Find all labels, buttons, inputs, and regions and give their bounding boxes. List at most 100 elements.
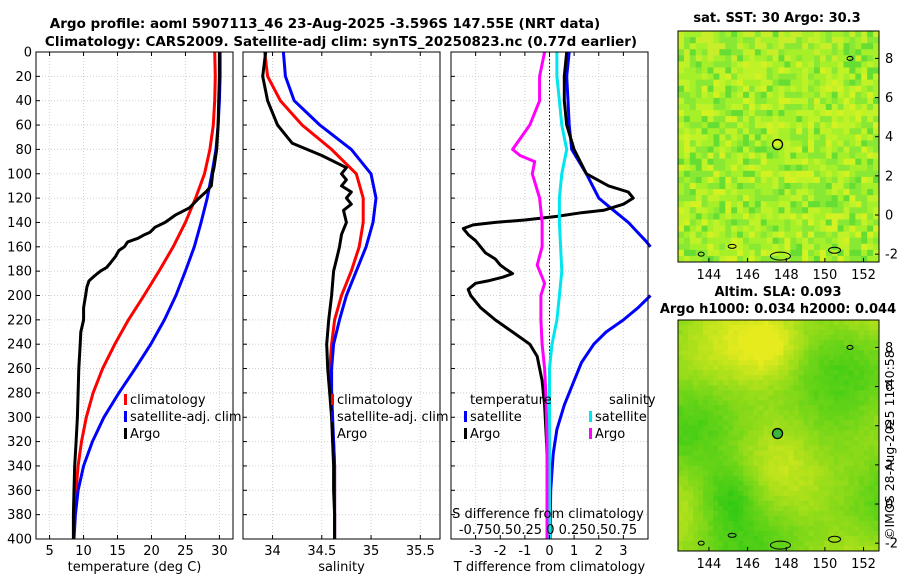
heatmap-cell <box>698 465 704 472</box>
heatmap-cell <box>863 460 870 467</box>
heatmap-cell <box>848 410 855 416</box>
heatmap-cell <box>713 320 719 326</box>
heatmap-cell <box>766 55 773 62</box>
heatmap-cell <box>867 255 874 263</box>
heatmap-cell <box>688 435 694 441</box>
heatmap-cell <box>701 243 708 251</box>
heatmap-cell <box>802 158 809 166</box>
heatmap-cell <box>813 385 820 391</box>
heatmap-cell <box>743 355 749 361</box>
heatmap-cell <box>754 128 762 135</box>
heatmap-cell <box>738 540 744 547</box>
heatmap-cell <box>760 225 768 233</box>
heatmap-cell <box>718 475 724 482</box>
heatmap-cell <box>858 345 865 351</box>
heatmap-cell <box>858 390 865 396</box>
heatmap-cell <box>848 320 855 326</box>
heatmap-cell <box>838 365 845 371</box>
heatmap-cell <box>843 520 850 527</box>
heatmap-cell <box>743 475 749 482</box>
heatmap-cell <box>708 360 714 366</box>
heatmap-cell <box>748 380 754 386</box>
heatmap-cell <box>678 146 685 153</box>
heatmap-cell <box>853 325 860 331</box>
heatmap-cell <box>803 535 810 542</box>
heatmap-cell <box>819 134 827 141</box>
heatmap-cell <box>695 170 703 178</box>
heatmap-cell <box>796 73 803 81</box>
heatmap-cell <box>683 380 689 386</box>
heatmap-cell <box>868 475 875 482</box>
heatmap-cell <box>843 213 850 220</box>
heatmap-cell <box>698 505 704 512</box>
heatmap-cell <box>693 370 699 376</box>
heatmap-cell <box>678 213 685 220</box>
heatmap-cell <box>831 189 839 196</box>
plot-area <box>36 52 233 539</box>
heatmap-cell <box>873 400 880 406</box>
heatmap-cell <box>788 380 794 386</box>
heatmap-cell <box>831 213 839 220</box>
heatmap-cell <box>833 340 840 346</box>
heatmap-cell <box>743 435 749 441</box>
heatmap-cell <box>831 97 839 105</box>
heatmap-cell <box>748 350 754 356</box>
heatmap-cell <box>763 495 769 502</box>
heatmap-cell <box>698 385 704 391</box>
heatmap-cell <box>802 249 809 257</box>
heatmap-cell <box>728 500 734 507</box>
heatmap-cell <box>718 385 724 391</box>
heatmap-cell <box>843 490 850 497</box>
heatmap-cell <box>772 103 779 111</box>
heatmap-cell <box>763 440 769 446</box>
heatmap-cell <box>813 495 820 502</box>
heatmap-cell <box>848 435 855 441</box>
heatmap-cell <box>698 480 704 487</box>
heatmap-cell <box>760 43 768 50</box>
heatmap-cell <box>788 355 794 361</box>
x-tick-label: -2 <box>494 544 507 559</box>
heatmap-cell <box>758 355 764 361</box>
heatmap-cell <box>838 545 845 552</box>
heatmap-cell <box>723 385 729 391</box>
heatmap-cell <box>778 37 785 44</box>
heatmap-cell <box>763 535 769 542</box>
heatmap-cell <box>813 490 820 497</box>
heatmap-cell <box>683 385 689 391</box>
heatmap-cell <box>754 134 762 141</box>
heatmap-cell <box>873 140 880 147</box>
heatmap-cell <box>688 425 694 431</box>
heatmap-cell <box>867 134 874 141</box>
heatmap-cell <box>743 158 750 166</box>
heatmap-cell <box>738 420 744 426</box>
heatmap-cell <box>754 31 762 38</box>
heatmap-cell <box>683 110 691 117</box>
heatmap-cell <box>768 370 774 376</box>
heatmap-cell <box>808 485 815 492</box>
heatmap-cell <box>813 49 821 56</box>
heatmap-cell <box>863 445 870 451</box>
heatmap-cell <box>707 85 714 93</box>
heatmap-cell <box>853 345 860 351</box>
heatmap-cell <box>748 435 754 441</box>
heatmap-cell <box>828 330 835 336</box>
heatmap-cell <box>760 146 768 153</box>
heatmap-cell <box>748 395 754 401</box>
heatmap-cell <box>689 31 697 38</box>
heatmap-cell <box>737 97 744 105</box>
heatmap-cell <box>802 170 809 178</box>
heatmap-cell <box>738 340 744 346</box>
heatmap-cell <box>828 520 835 527</box>
heatmap-cell <box>833 420 840 426</box>
heatmap-cell <box>693 510 699 517</box>
heatmap-cell <box>788 385 794 391</box>
heatmap-cell <box>823 505 830 512</box>
heatmap-cell <box>738 390 744 396</box>
heatmap-cell <box>758 385 764 391</box>
heatmap-cell <box>698 470 704 477</box>
heatmap-cell <box>778 525 784 532</box>
heatmap-cell <box>772 128 779 135</box>
heatmap-cell <box>808 255 815 263</box>
heatmap-cell <box>798 395 805 401</box>
heatmap-cell <box>683 520 689 527</box>
